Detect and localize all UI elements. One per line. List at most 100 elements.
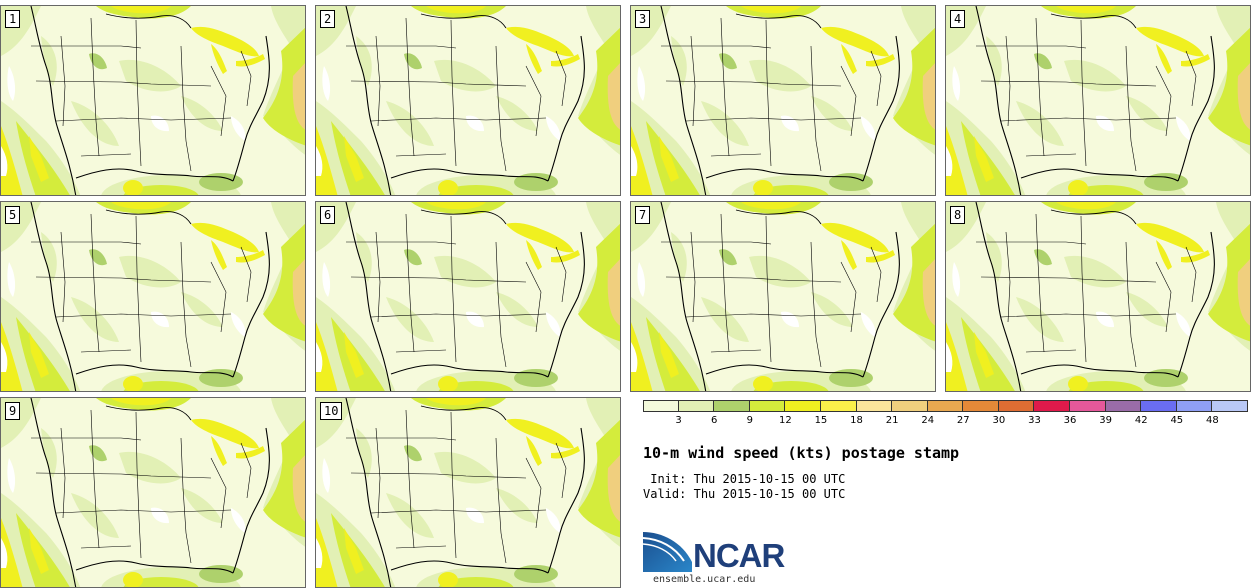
wind-speed-contour [781, 311, 799, 328]
boundary-line [450, 411, 457, 559]
colorbar-bin [714, 400, 750, 412]
wind-speed-contour [426, 6, 486, 14]
wind-speed-contour [1237, 259, 1250, 326]
wind-speed-contour [952, 262, 961, 297]
wind-speed-contour [1181, 250, 1210, 263]
member-number: 5 [5, 206, 21, 224]
wind-speed-contour [946, 342, 953, 372]
boundary-line [525, 65, 542, 137]
wind-speed-contour [263, 223, 305, 342]
boundary-line [395, 349, 447, 353]
site-url[interactable]: ensemble.ucar.edu [653, 574, 756, 585]
wind-speed-contour [741, 202, 801, 210]
boundary-line [495, 241, 507, 368]
boundary-line [1025, 153, 1077, 157]
member-panel[interactable]: 10 [315, 397, 621, 588]
boundary-line [980, 80, 1157, 87]
boundary-line [375, 231, 381, 323]
wind-speed-contour [1, 493, 81, 587]
boundary-line [60, 427, 66, 519]
wind-speed-contour [946, 126, 968, 195]
wind-speed-contour [546, 312, 561, 337]
boundary-line [395, 545, 447, 549]
member-number: 3 [635, 10, 651, 28]
boundary-line [765, 215, 772, 363]
wind-speed-contour [1136, 26, 1204, 57]
wind-speed-contour [316, 493, 396, 587]
colorbar-tick-label: 9 [746, 415, 753, 426]
boundary-line [450, 19, 457, 167]
member-number: 7 [635, 206, 651, 224]
boundary-line [390, 560, 549, 574]
boundary-line [55, 509, 232, 514]
boundary-line [35, 472, 212, 479]
wind-speed-contour [191, 418, 259, 449]
wind-speed-contour [89, 249, 107, 266]
wind-speed-contour [466, 115, 484, 132]
colorbar-bin [643, 400, 679, 412]
member-panel[interactable]: 4 [945, 5, 1251, 196]
wind-speed-contour [322, 262, 331, 297]
wind-speed-contour [514, 173, 558, 191]
boundary-line [30, 202, 77, 391]
wind-speed-contour [781, 115, 799, 132]
wind-speed-contour [191, 222, 259, 253]
wind-speed-contour [181, 292, 223, 327]
boundary-line [180, 241, 192, 368]
wind-speed-contour [1181, 54, 1210, 67]
boundary-line [810, 45, 822, 172]
colorbar-tick-label: 18 [850, 415, 863, 426]
boundary-line [555, 246, 567, 303]
boundary-line [90, 17, 100, 157]
boundary-line [1050, 209, 1137, 225]
boundary-line [180, 437, 192, 564]
wind-speed-contour [1176, 312, 1191, 337]
colorbar-tick-label: 42 [1134, 415, 1148, 426]
wind-speed-contour [236, 54, 265, 67]
wind-speed-contour [811, 96, 853, 131]
boundary-line [75, 560, 234, 574]
wind-speed-contour [438, 376, 458, 391]
wind-speed-contour [344, 136, 364, 182]
wind-speed-contour [659, 136, 679, 182]
wind-speed-contour [404, 445, 422, 462]
wind-speed-contour [466, 507, 484, 524]
boundary-line [60, 231, 66, 323]
member-panel[interactable]: 9 [0, 397, 306, 588]
wind-speed-contour [41, 36, 57, 86]
wind-speed-contour [659, 332, 679, 378]
wind-map [946, 202, 1250, 391]
member-panel[interactable]: 7 [630, 201, 936, 392]
wind-speed-contour [986, 232, 1002, 282]
boundary-line [135, 411, 142, 559]
init-time-line: Init: Thu 2015-10-15 00 UTC [643, 472, 845, 486]
wind-speed-contour [316, 322, 338, 391]
wind-speed-contour [386, 101, 434, 146]
boundary-line [1020, 168, 1179, 182]
colorbar-bin [1034, 400, 1071, 412]
colorbar-tick-label: 6 [710, 415, 718, 426]
boundary-line [665, 80, 842, 87]
wind-speed-contour [1156, 44, 1172, 74]
member-panel[interactable]: 2 [315, 5, 621, 196]
member-panel[interactable]: 5 [0, 201, 306, 392]
wind-speed-contour [546, 508, 561, 533]
wind-speed-contour [89, 53, 107, 70]
wind-speed-contour [631, 101, 711, 195]
boundary-line [420, 13, 507, 29]
boundary-line [1035, 213, 1045, 353]
boundary-line [450, 215, 457, 363]
member-panel[interactable]: 8 [945, 201, 1251, 392]
member-panel[interactable]: 3 [630, 5, 936, 196]
colorbar-tick-label: 27 [956, 415, 970, 426]
wind-speed-contour [119, 59, 181, 92]
member-panel[interactable]: 1 [0, 5, 306, 196]
boundary-line [1185, 50, 1197, 107]
member-panel[interactable]: 6 [315, 201, 621, 392]
boundary-line [31, 437, 142, 441]
boundary-line [525, 261, 542, 333]
boundary-line [710, 349, 762, 353]
wind-speed-contour [231, 116, 246, 141]
wind-speed-contour [1144, 369, 1188, 387]
wind-speed-contour [316, 297, 396, 391]
